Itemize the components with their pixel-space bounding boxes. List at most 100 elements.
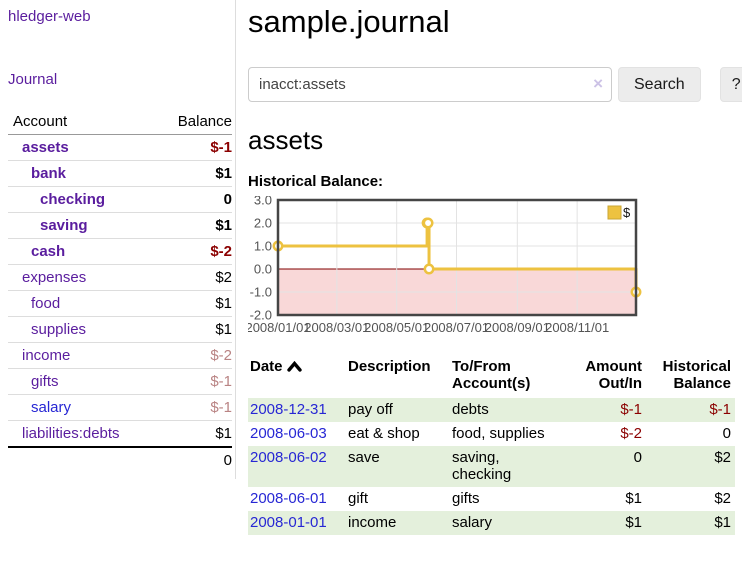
register-header-row: Date Description To/From Account(s) Amou… [248,355,735,398]
transaction-accounts: food, supplies [452,425,545,442]
search-button[interactable]: Search [618,67,701,102]
help-button[interactable]: ? [719,67,742,102]
clear-search-icon[interactable]: × [593,74,603,93]
account-balance: $1 [215,321,232,338]
transaction-description: eat & shop [348,425,420,442]
historical-balance-chart: $3.0 2.0 1.0 0.0 -1.0 -2.0 2008/01/01 2008/03/0… [245,193,742,339]
svg-text:-1.0: -1.0 [250,285,272,300]
account-link[interactable]: cash [31,243,66,260]
svg-text:2008/03/01: 2008/03/01 [304,320,369,335]
legend-label: $ [623,205,631,220]
register-row: 2008-06-01 gift gifts $1 $2 [248,487,735,511]
column-header-description: Description [348,358,431,375]
transaction-date-link[interactable]: 2008-06-01 [250,490,327,507]
account-link[interactable]: salary [31,399,72,416]
account-row-assets: assets $-1 [8,135,232,161]
account-balance: $-1 [210,139,232,156]
account-link[interactable]: income [22,347,71,364]
register-table: Date Description To/From Account(s) Amou… [248,355,735,535]
search-form: × Search ? [248,67,742,102]
transaction-amount: $-2 [620,425,642,442]
transaction-date-link[interactable]: 2008-06-03 [250,425,327,442]
transaction-amount: $1 [625,514,642,531]
hledger-web-app: hledger-web Journal Account Balance asse… [0,0,742,535]
transaction-amount: 0 [633,449,642,466]
transaction-description: save [348,449,380,466]
account-heading: assets [248,125,324,155]
sort-ascending-icon [286,359,302,376]
accounts-total-value: 0 [223,452,232,469]
svg-text:1.0: 1.0 [254,239,272,254]
register-row: 2008-06-02 save saving, checking 0 $2 [248,446,735,487]
account-link[interactable]: food [31,295,61,312]
account-row-saving: saving $1 [8,213,232,239]
svg-text:2008/07/01: 2008/07/01 [424,320,489,335]
account-row-bank: bank $1 [8,161,232,187]
transaction-date-link[interactable]: 2008-06-02 [250,449,327,466]
transaction-accounts: gifts [452,490,480,507]
account-balance: $1 [215,217,232,234]
transaction-amount: $-1 [620,401,642,418]
brand-link[interactable]: hledger-web [8,8,91,25]
legend-swatch [607,205,622,220]
register-row: 2008-12-31 pay off debts $-1 $-1 [248,398,735,422]
svg-text:2008/01/01: 2008/01/01 [248,320,311,335]
account-balance: $-1 [210,399,232,416]
sidebar: hledger-web Journal Account Balance asse… [0,0,236,479]
account-row-income: income $-2 [8,343,232,369]
chart-title: Historical Balance: [248,173,384,190]
account-balance: $-2 [210,243,232,260]
chart-svg: $3.0 2.0 1.0 0.0 -1.0 -2.02008/01/012008/03/0… [245,193,642,335]
sidebar-item-journal[interactable]: Journal [8,71,58,88]
transaction-description: pay off [348,401,393,418]
transaction-date-link[interactable]: 2008-12-31 [250,401,327,418]
transaction-amount: $1 [625,490,642,507]
accounts-table: Account Balance assets $-1 bank $1 checking 0… [8,109,232,473]
account-row-liabilities-debts: liabilities:debts $1 [8,421,232,446]
account-row-gifts: gifts $-1 [8,369,232,395]
account-row-supplies: supplies $1 [8,317,232,343]
search-box: × [248,67,612,102]
svg-text:3.0: 3.0 [254,196,272,208]
page-title: sample.journal [248,4,450,39]
accounts-header-balance: Balance [177,113,232,130]
accounts-header-account: Account [13,113,68,130]
account-link[interactable]: supplies [31,321,87,338]
account-link[interactable]: liabilities:debts [22,425,120,442]
search-input[interactable] [248,67,612,102]
transaction-balance: 0 [722,425,731,442]
account-balance: $2 [215,269,232,286]
svg-text:2008/05/01: 2008/05/01 [364,320,429,335]
column-header-balance: Historical Balance [662,358,731,392]
account-link[interactable]: bank [31,165,67,182]
accounts-total-row: 0 [8,446,232,473]
column-header-date[interactable]: Date [248,355,346,398]
svg-text:-2.0: -2.0 [250,308,272,323]
column-header-accounts: To/From Account(s) [452,358,531,392]
account-link[interactable]: checking [40,191,106,208]
account-row-expenses: expenses $2 [8,265,232,291]
transaction-date-link[interactable]: 2008-01-01 [250,514,327,531]
account-balance: $-2 [210,347,232,364]
svg-text:0.0: 0.0 [254,262,272,277]
svg-text:2.0: 2.0 [254,216,272,231]
account-row-cash: cash $-2 [8,239,232,265]
register-row: 2008-06-03 eat & shop food, supplies $-2 0 [248,422,735,446]
account-balance: $-1 [210,373,232,390]
transaction-description: gift [348,490,369,507]
account-link[interactable]: expenses [22,269,87,286]
transaction-balance: $-1 [709,401,731,418]
transaction-balance: $2 [714,449,731,466]
account-row-salary: salary $-1 [8,395,232,421]
account-link[interactable]: saving [40,217,88,234]
register-row: 2008-01-01 income salary $1 $1 [248,511,735,535]
date-header-label: Date [250,358,283,375]
column-header-amount: Amount Out/In [585,358,642,392]
account-row-checking: checking 0 [8,187,232,213]
main-content: sample.journal × Search ? assets Histori… [236,0,742,535]
account-link[interactable]: assets [22,139,69,156]
transaction-balance: $2 [714,490,731,507]
account-balance: $1 [215,165,232,182]
transaction-description: income [348,514,397,531]
account-link[interactable]: gifts [31,373,59,390]
